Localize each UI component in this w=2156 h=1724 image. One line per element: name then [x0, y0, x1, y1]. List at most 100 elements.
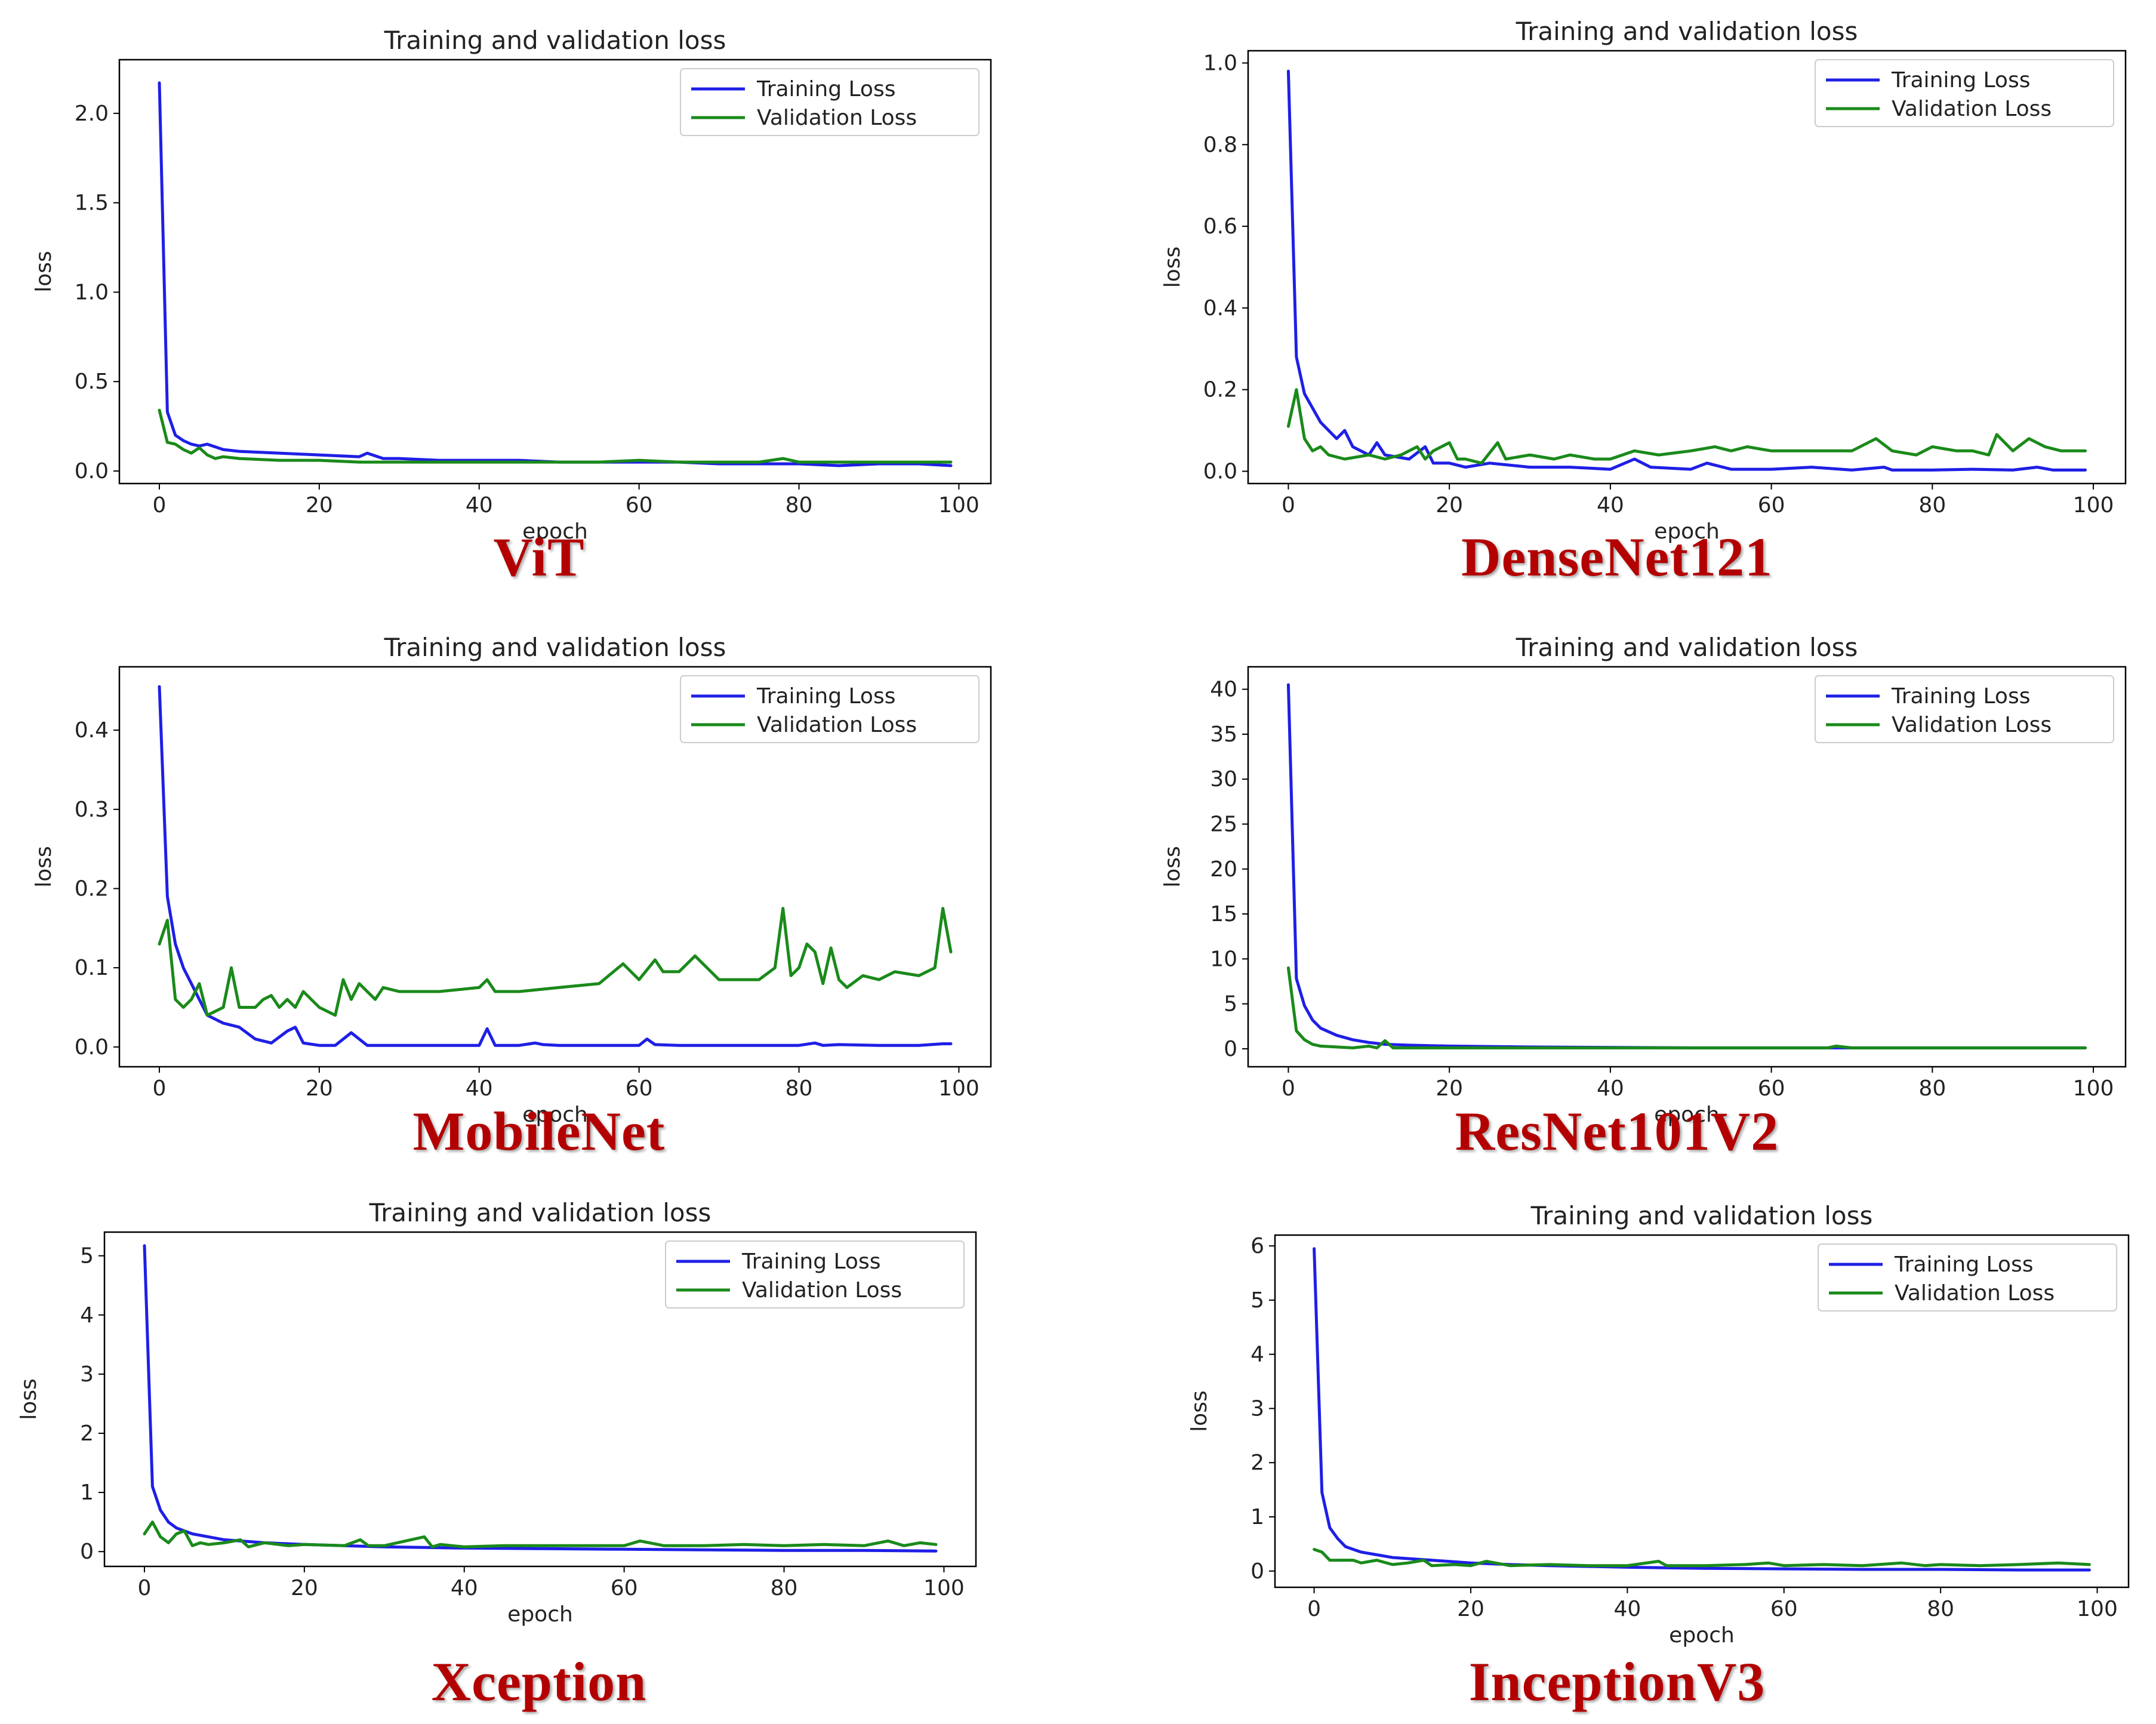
chart-title: Training and validation loss [384, 26, 726, 55]
legend: Training Loss Validation Loss [680, 675, 980, 743]
y-tick-label: 3 [80, 1362, 94, 1387]
y-tick-label: 0.2 [1203, 378, 1237, 402]
validation-loss-line [1313, 1548, 2091, 1568]
x-tick-label: 0 [1282, 493, 1295, 518]
y-tick-label: 0.0 [1203, 459, 1237, 484]
y-tick-label: 2 [1251, 1451, 1264, 1475]
y-tick-label: 6 [1251, 1234, 1264, 1258]
model-name-label: Xception [431, 1651, 647, 1712]
validation-loss-line [158, 907, 953, 1017]
x-axis-label: epoch [1654, 1103, 1720, 1127]
y-axis-label: loss [1187, 1390, 1212, 1432]
legend-label: Validation Loss [1895, 1281, 2055, 1306]
x-tick-label: 100 [923, 1576, 965, 1600]
chart-title: Training and validation loss [369, 1198, 712, 1227]
x-axis-label: epoch [522, 1103, 588, 1127]
model-name-label: DenseNet121 [1461, 527, 1773, 587]
legend-label: Validation Loss [757, 713, 917, 737]
chart-title: Training and validation loss [1530, 1201, 1873, 1230]
y-axis-label: loss [17, 1378, 41, 1420]
x-tick-label: 40 [451, 1576, 478, 1600]
y-tick-label: 40 [1210, 678, 1237, 702]
training-loss-line [1313, 1247, 2091, 1572]
x-tick-label: 80 [1918, 493, 1946, 518]
validation-loss-line [158, 408, 953, 464]
x-tick-label: 0 [1282, 1076, 1295, 1101]
legend: Training Loss Validation Loss [1818, 1243, 2117, 1312]
x-axis-label: epoch [1654, 519, 1720, 544]
chart-title: Training and validation loss [384, 633, 726, 662]
legend-label: Training Loss [1891, 684, 2030, 709]
x-tick-label: 20 [1457, 1597, 1484, 1621]
x-tick-label: 80 [786, 493, 813, 518]
y-axis-label: loss [32, 846, 56, 888]
x-tick-label: 80 [786, 1076, 813, 1101]
x-tick-label: 60 [611, 1576, 638, 1600]
y-tick-label: 0.0 [75, 1035, 109, 1060]
y-tick-label: 0.4 [75, 718, 109, 743]
loss-chart-5: Training and validation loss 0 20 40 60 80 100… [1187, 1201, 2130, 1648]
y-tick-label: 5 [80, 1244, 94, 1269]
x-tick-label: 60 [1770, 1597, 1798, 1621]
y-axis-label: loss [1160, 247, 1185, 288]
y-tick-label: 1.5 [75, 191, 109, 216]
x-tick-label: 40 [1613, 1597, 1641, 1621]
chart-title: Training and validation loss [1516, 17, 1858, 46]
x-tick-label: 100 [938, 493, 980, 518]
y-tick-label: 15 [1210, 902, 1237, 926]
model-name-label: InceptionV3 [1468, 1651, 1766, 1712]
x-tick-label: 0 [138, 1576, 152, 1600]
plot-frame [118, 666, 992, 1068]
x-tick-label: 60 [626, 493, 653, 518]
y-tick-label: 1.0 [1203, 51, 1237, 76]
y-tick-label: 0 [80, 1540, 94, 1564]
training-loss-line [158, 81, 953, 467]
chart-panel-1: Training and validation loss 0 20 40 60 80 100… [1078, 0, 2156, 587]
x-tick-label: 100 [938, 1076, 980, 1101]
x-tick-label: 40 [466, 493, 493, 518]
x-tick-label: 40 [466, 1076, 493, 1101]
x-tick-label: 100 [2077, 1597, 2118, 1621]
y-tick-label: 4 [1251, 1343, 1264, 1367]
x-tick-label: 20 [1436, 1076, 1463, 1101]
validation-loss-line [143, 1520, 938, 1548]
x-tick-label: 0 [153, 1076, 167, 1101]
y-tick-label: 0.1 [75, 956, 109, 980]
loss-chart-2: Training and validation loss 0 20 40 60 80 100… [32, 633, 992, 1127]
x-tick-label: 80 [1927, 1597, 1954, 1621]
chart-panel-5: Training and validation loss 0 20 40 60 80 100… [1078, 1149, 2156, 1723]
x-tick-label: 0 [153, 493, 167, 518]
y-tick-label: 0.2 [75, 876, 109, 901]
x-tick-label: 80 [771, 1576, 798, 1600]
plot-frame [103, 1231, 977, 1568]
legend: Training Loss Validation Loss [680, 68, 980, 136]
x-tick-label: 60 [626, 1076, 653, 1101]
model-name-label: MobileNet [412, 1101, 666, 1162]
y-tick-label: 0.4 [1203, 296, 1237, 321]
x-tick-label: 0 [1307, 1597, 1321, 1621]
chart-panel-2: Training and validation loss 0 20 40 60 80 100… [0, 574, 1078, 1162]
y-tick-label: 2.0 [75, 101, 109, 126]
chart-panel-4: Training and validation loss 0 20 40 60 80 100… [0, 1149, 1078, 1723]
loss-chart-1: Training and validation loss 0 20 40 60 80 100… [1160, 17, 2127, 544]
training-loss-line [1286, 69, 2087, 472]
validation-loss-line [1286, 388, 2087, 465]
y-tick-label: 5 [1224, 992, 1237, 1017]
y-tick-label: 0.5 [75, 370, 109, 394]
y-tick-label: 10 [1210, 947, 1237, 971]
x-tick-label: 60 [1758, 1076, 1785, 1101]
legend-label: Validation Loss [757, 106, 917, 130]
chart-panel-3: Training and validation loss 0 20 40 60 80 100… [1078, 574, 2156, 1162]
y-tick-label: 1 [80, 1480, 94, 1505]
training-loss-line [158, 685, 953, 1047]
chart-title: Training and validation loss [1516, 633, 1858, 662]
y-tick-label: 3 [1251, 1396, 1264, 1421]
y-tick-label: 25 [1210, 812, 1237, 836]
y-tick-label: 2 [80, 1421, 94, 1446]
x-axis-label: epoch [507, 1602, 573, 1627]
x-tick-label: 20 [306, 1076, 333, 1101]
plot-frame [118, 59, 992, 485]
